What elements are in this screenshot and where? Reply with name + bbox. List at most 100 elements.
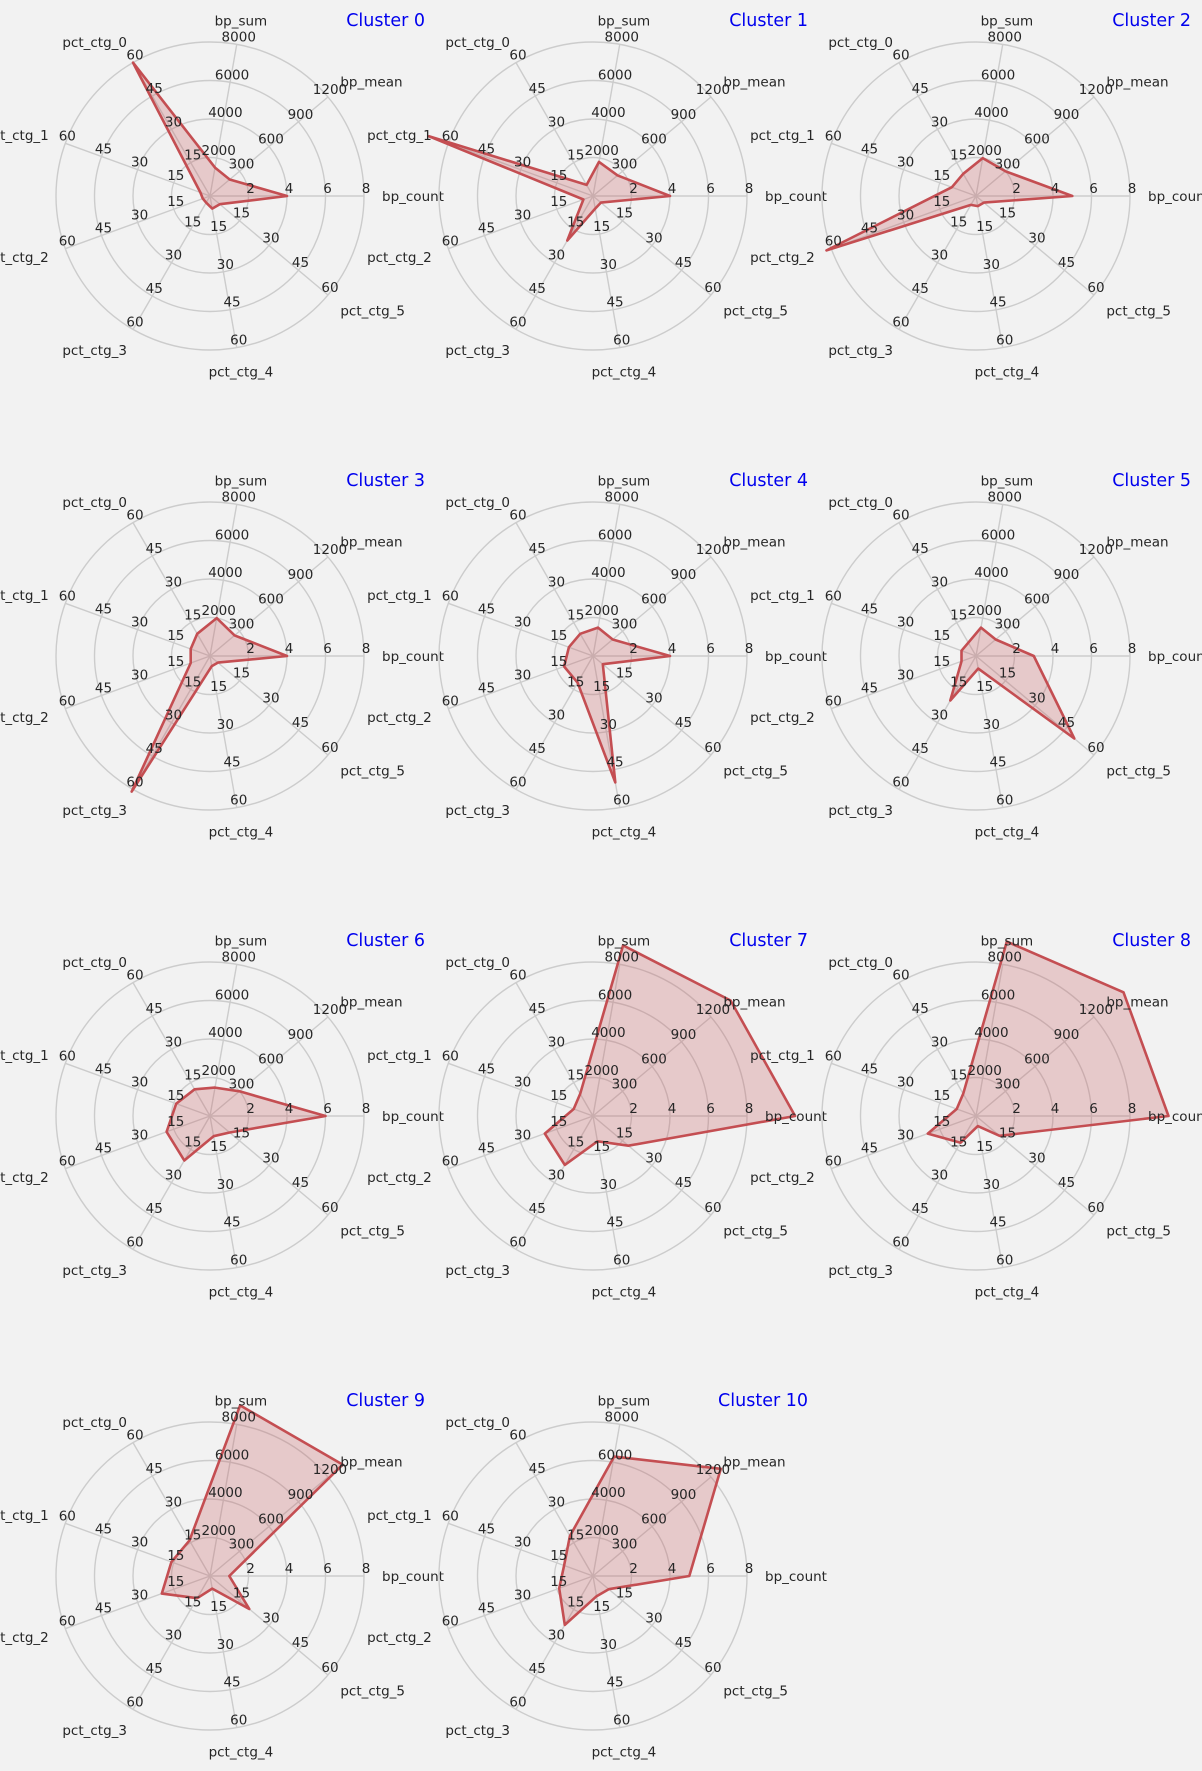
- tick-label: 600: [258, 1512, 284, 1528]
- axis-label-bp_sum: bp_sum: [981, 14, 1034, 30]
- tick-label: 30: [131, 615, 148, 631]
- grid-spoke: [209, 195, 329, 296]
- tick-label: 30: [131, 155, 148, 171]
- tick-label: 60: [442, 128, 459, 144]
- tick-label: 4000: [208, 565, 242, 581]
- tick-label: 30: [514, 1075, 531, 1091]
- tick-label: 60: [509, 1694, 526, 1710]
- tick-label: 30: [600, 257, 617, 273]
- tick-label: 15: [167, 1114, 184, 1130]
- tick-label: 45: [529, 741, 546, 757]
- tick-label: 6000: [981, 527, 1015, 543]
- tick-label: 15: [976, 1139, 993, 1155]
- tick-label: 45: [478, 1521, 495, 1537]
- axis-label-bp_sum: bp_sum: [981, 474, 1034, 490]
- tick-label: 4: [668, 641, 677, 657]
- tick-label: 8: [362, 1101, 371, 1117]
- tick-label: 45: [529, 541, 546, 557]
- tick-label: 45: [146, 541, 163, 557]
- series-area: [927, 941, 1169, 1143]
- tick-label: 45: [912, 1201, 929, 1217]
- axis-label-pct_ctg_1: pct_ctg_1: [367, 128, 432, 144]
- tick-label: 30: [131, 1587, 148, 1603]
- tick-label: 45: [675, 255, 692, 271]
- tick-label: 30: [931, 248, 948, 264]
- tick-label: 15: [593, 1139, 610, 1155]
- axis-label-bp_mean: bp_mean: [1106, 75, 1168, 91]
- grid-spoke: [898, 522, 977, 657]
- series-line: [427, 135, 672, 242]
- tick-label: 15: [210, 1139, 227, 1155]
- tick-label: 45: [529, 281, 546, 297]
- tick-label: 900: [671, 107, 697, 123]
- tick-label: 30: [931, 1034, 948, 1050]
- tick-label: 8000: [222, 949, 256, 965]
- tick-label: 900: [1054, 1027, 1080, 1043]
- axis-label-pct_ctg_0: pct_ctg_0: [828, 955, 893, 971]
- axis-label-pct_ctg_0: pct_ctg_0: [62, 1415, 127, 1431]
- cluster-title: Cluster 4: [729, 471, 808, 491]
- axis-label-pct_ctg_4: pct_ctg_4: [209, 1284, 274, 1300]
- tick-label: 45: [529, 81, 546, 97]
- tick-label: 8: [362, 641, 371, 657]
- tick-label: 2000: [585, 603, 619, 619]
- tick-label: 45: [861, 601, 878, 617]
- tick-label: 30: [548, 708, 565, 724]
- axis-label-bp_sum: bp_sum: [215, 474, 268, 490]
- tick-label: 30: [983, 1177, 1000, 1193]
- tick-label: 60: [892, 508, 909, 524]
- axis-label-bp_mean: bp_mean: [1106, 535, 1168, 551]
- tick-label: 60: [825, 1154, 842, 1170]
- tick-label: 60: [704, 740, 721, 756]
- tick-label: 15: [950, 1134, 967, 1150]
- grid-spoke: [65, 1062, 211, 1117]
- tick-label: 6: [706, 181, 715, 197]
- tick-label: 45: [95, 1521, 112, 1537]
- tick-label: 60: [825, 1048, 842, 1064]
- tick-label: 30: [165, 248, 182, 264]
- axis-label-pct_ctg_5: pct_ctg_5: [340, 303, 405, 319]
- tick-label: 8000: [605, 489, 639, 505]
- tick-label: 60: [126, 314, 143, 330]
- series-line: [543, 944, 797, 1167]
- tick-label: 2000: [585, 1523, 619, 1539]
- tick-label: 15: [567, 148, 584, 164]
- tick-label: 300: [229, 616, 255, 632]
- series-area: [429, 136, 670, 241]
- tick-label: 45: [478, 221, 495, 237]
- tick-label: 30: [165, 1494, 182, 1510]
- tick-label: 30: [548, 1628, 565, 1644]
- tick-label: 4000: [591, 565, 625, 581]
- tick-label: 15: [567, 1068, 584, 1084]
- tick-label: 45: [95, 141, 112, 157]
- tick-label: 15: [933, 628, 950, 644]
- grid-spoke: [898, 195, 977, 330]
- tick-label: 30: [1028, 1150, 1045, 1166]
- axis-label-pct_ctg_1: pct_ctg_1: [750, 1048, 815, 1064]
- tick-label: 300: [995, 1076, 1021, 1092]
- tick-label: 6: [323, 181, 332, 197]
- tick-label: 15: [976, 219, 993, 235]
- tick-label: 60: [126, 1428, 143, 1444]
- tick-label: 1200: [1079, 82, 1113, 98]
- tick-label: 45: [675, 1635, 692, 1651]
- tick-label: 4: [285, 1101, 294, 1117]
- tick-label: 45: [1058, 715, 1075, 731]
- tick-label: 45: [1058, 1175, 1075, 1191]
- axis-label-pct_ctg_5: pct_ctg_5: [1106, 1223, 1171, 1239]
- axis-label-pct_ctg_1: pct_ctg_1: [367, 1508, 432, 1524]
- tick-label: 15: [999, 1126, 1016, 1142]
- tick-label: 60: [126, 508, 143, 524]
- tick-label: 1200: [696, 1462, 730, 1478]
- tick-label: 600: [641, 592, 667, 608]
- axis-label-pct_ctg_0: pct_ctg_0: [445, 495, 510, 511]
- axis-label-bp_count: bp_count: [382, 1569, 444, 1585]
- tick-label: 8: [1128, 181, 1137, 197]
- tick-label: 2: [629, 1101, 638, 1117]
- tick-label: 60: [126, 774, 143, 790]
- axis-label-pct_ctg_3: pct_ctg_3: [828, 1263, 893, 1279]
- axis-label-bp_count: bp_count: [1148, 1109, 1202, 1125]
- tick-label: 30: [514, 667, 531, 683]
